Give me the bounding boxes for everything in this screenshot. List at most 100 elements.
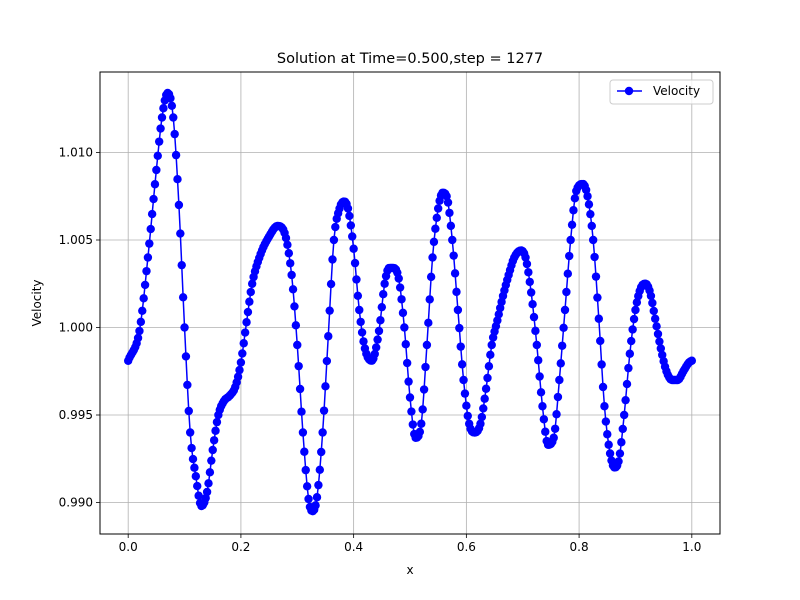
x-tick-label: 0.8 (570, 540, 589, 554)
data-point (166, 94, 175, 103)
data-point (591, 272, 601, 281)
data-point (628, 325, 637, 334)
data-point (408, 420, 418, 429)
data-point (184, 406, 193, 416)
data-point (370, 349, 379, 359)
data-point (293, 340, 302, 350)
data-point (345, 211, 354, 221)
data-point (152, 165, 161, 175)
y-tick-label: 1.010 (59, 146, 93, 160)
series-layer (123, 88, 697, 516)
data-point (429, 237, 439, 247)
data-point (605, 449, 615, 458)
data-point (649, 306, 658, 316)
data-point (422, 340, 432, 350)
data-point (302, 482, 312, 491)
data-point (617, 438, 626, 447)
data-point (559, 323, 568, 332)
data-point (424, 318, 433, 328)
data-point (348, 232, 357, 241)
data-point (359, 337, 368, 346)
legend-box (609, 79, 714, 105)
x-tick-label: 0.6 (457, 540, 476, 554)
data-point (188, 454, 198, 464)
data-point (190, 463, 199, 472)
data-point (317, 447, 326, 457)
y-tick-label: 1.000 (59, 321, 93, 335)
data-point (557, 341, 567, 350)
data-point (357, 328, 367, 337)
data-point (596, 336, 605, 346)
x-tick-label: 1.0 (682, 540, 701, 554)
data-point (522, 259, 532, 269)
data-point (373, 335, 382, 344)
data-point (590, 252, 599, 262)
data-point (584, 200, 594, 209)
data-point (570, 194, 580, 203)
data-point (136, 317, 146, 327)
data-point (139, 294, 148, 303)
data-point (157, 113, 167, 122)
data-point (246, 287, 255, 297)
data-point (238, 349, 247, 358)
data-point (453, 305, 463, 315)
data-point (486, 350, 495, 359)
data-point (135, 326, 144, 336)
data-point (622, 379, 632, 389)
data-point (324, 332, 333, 341)
data-point (597, 360, 606, 369)
data-point (284, 249, 294, 258)
data-point (167, 101, 177, 111)
data-point (142, 266, 151, 276)
data-point (350, 258, 360, 268)
data-point (476, 419, 485, 428)
data-point (352, 275, 361, 284)
data-point (455, 323, 464, 333)
data-point (150, 180, 160, 189)
data-point (371, 343, 381, 352)
data-point (525, 277, 534, 287)
data-point (314, 480, 323, 490)
data-point (294, 361, 303, 371)
data-point (550, 424, 560, 433)
data-point (245, 297, 254, 306)
plot-frame (99, 71, 721, 535)
data-point (452, 287, 461, 297)
data-point (653, 329, 663, 339)
data-point (153, 151, 162, 161)
data-point (407, 407, 416, 416)
data-point (140, 280, 150, 290)
data-point (536, 388, 546, 397)
data-point (552, 410, 561, 419)
data-point (398, 308, 408, 318)
data-point (479, 404, 488, 413)
data-point (604, 440, 613, 449)
data-point (425, 295, 434, 304)
data-point (146, 224, 155, 234)
data-point (650, 314, 660, 323)
data-point (286, 259, 295, 268)
data-point (556, 359, 565, 368)
data-point (356, 317, 365, 327)
data-point (287, 270, 296, 280)
data-point (528, 299, 537, 309)
data-point (618, 424, 627, 434)
data-point (521, 253, 530, 262)
data-point (325, 306, 334, 315)
data-point (538, 402, 547, 411)
data-point (529, 312, 539, 322)
data-point (185, 428, 195, 437)
data-point (147, 209, 157, 219)
data-point (349, 244, 358, 253)
data-point (563, 269, 573, 278)
data-point (236, 358, 246, 367)
data-point (549, 433, 558, 442)
data-point (615, 449, 625, 458)
data-point (178, 293, 188, 302)
data-point (240, 328, 250, 337)
data-point (449, 251, 458, 260)
data-point (428, 253, 437, 262)
data-point (463, 411, 472, 421)
data-point (629, 314, 639, 324)
